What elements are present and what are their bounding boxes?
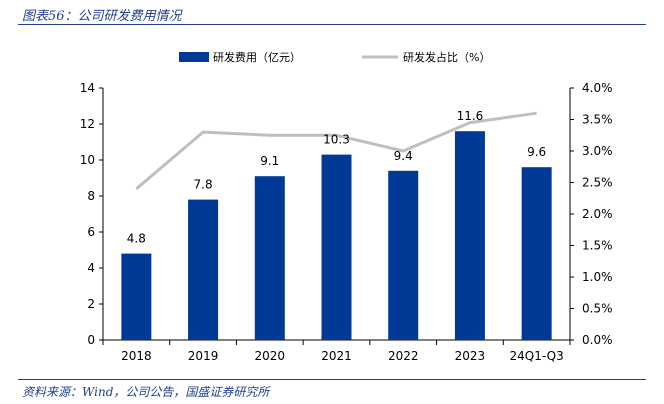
right-tick-label: 3.0% xyxy=(582,144,613,158)
x-tick-label: 2020 xyxy=(255,349,286,363)
legend-swatch-rd-expense xyxy=(179,52,209,62)
figure-title: 图表56：公司研发费用情况 xyxy=(22,9,182,24)
right-tick-label: 0.0% xyxy=(582,333,613,347)
x-tick-label: 2018 xyxy=(121,349,152,363)
left-tick-label: 8 xyxy=(87,189,95,203)
ratio-line xyxy=(135,111,537,190)
x-tick-label: 2022 xyxy=(388,349,419,363)
left-tick-label: 6 xyxy=(87,225,95,239)
bar-value-label: 9.1 xyxy=(260,154,279,168)
right-tick-label: 1.0% xyxy=(582,270,613,284)
x-tick-label: 2021 xyxy=(321,349,352,363)
right-tick-label: 3.5% xyxy=(582,113,613,127)
axes: 0 2 4 6 8 10 12 14 0.0% 0.5% 1.0% 1.5% 2.0% 2.5% 3.0% 3… xyxy=(80,81,613,363)
data-labels: 4.8 7.8 9.1 10.3 9.4 11.6 9.6 xyxy=(127,109,546,245)
right-tick-label: 0.5% xyxy=(582,302,613,316)
x-tick-label: 2019 xyxy=(188,349,219,363)
left-tick-label: 12 xyxy=(80,117,95,131)
bar xyxy=(388,170,419,340)
top-rule xyxy=(18,24,646,25)
left-tick-label: 10 xyxy=(80,153,95,167)
bar xyxy=(188,199,219,340)
right-tick-label: 2.0% xyxy=(582,207,613,221)
line-series xyxy=(135,111,537,190)
bar-value-label: 7.8 xyxy=(194,178,213,192)
bar-value-label: 10.3 xyxy=(323,133,350,147)
left-tick-label: 2 xyxy=(87,297,95,311)
legend-label-rd-expense: 研发费用（亿元） xyxy=(213,50,301,64)
bar-series xyxy=(121,131,552,340)
left-tick-label: 0 xyxy=(87,333,95,347)
bar-value-label: 11.6 xyxy=(457,109,484,123)
bar xyxy=(521,167,552,340)
x-tick-label: 2023 xyxy=(455,349,486,363)
legend: 研发费用（亿元） 研发发占比（%） xyxy=(179,50,490,64)
bar xyxy=(321,154,352,340)
legend-label-rd-ratio: 研发发占比（%） xyxy=(403,50,490,64)
left-tick-label: 4 xyxy=(87,261,95,275)
bar-value-label: 4.8 xyxy=(127,232,146,246)
right-tick-label: 2.5% xyxy=(582,176,613,190)
bar-value-label: 9.6 xyxy=(527,145,546,159)
source-note: 资料来源：Wind，公司公告，国盛证券研究所 xyxy=(22,385,270,399)
left-tick-label: 14 xyxy=(80,81,95,95)
x-tick-label: 24Q1-Q3 xyxy=(510,349,564,363)
right-tick-label: 4.0% xyxy=(582,81,613,95)
bottom-rule xyxy=(18,379,646,380)
right-tick-label: 1.5% xyxy=(582,239,613,253)
bar xyxy=(121,253,152,340)
bar-value-label: 9.4 xyxy=(394,149,413,163)
bar xyxy=(454,131,485,340)
bar xyxy=(254,176,285,340)
